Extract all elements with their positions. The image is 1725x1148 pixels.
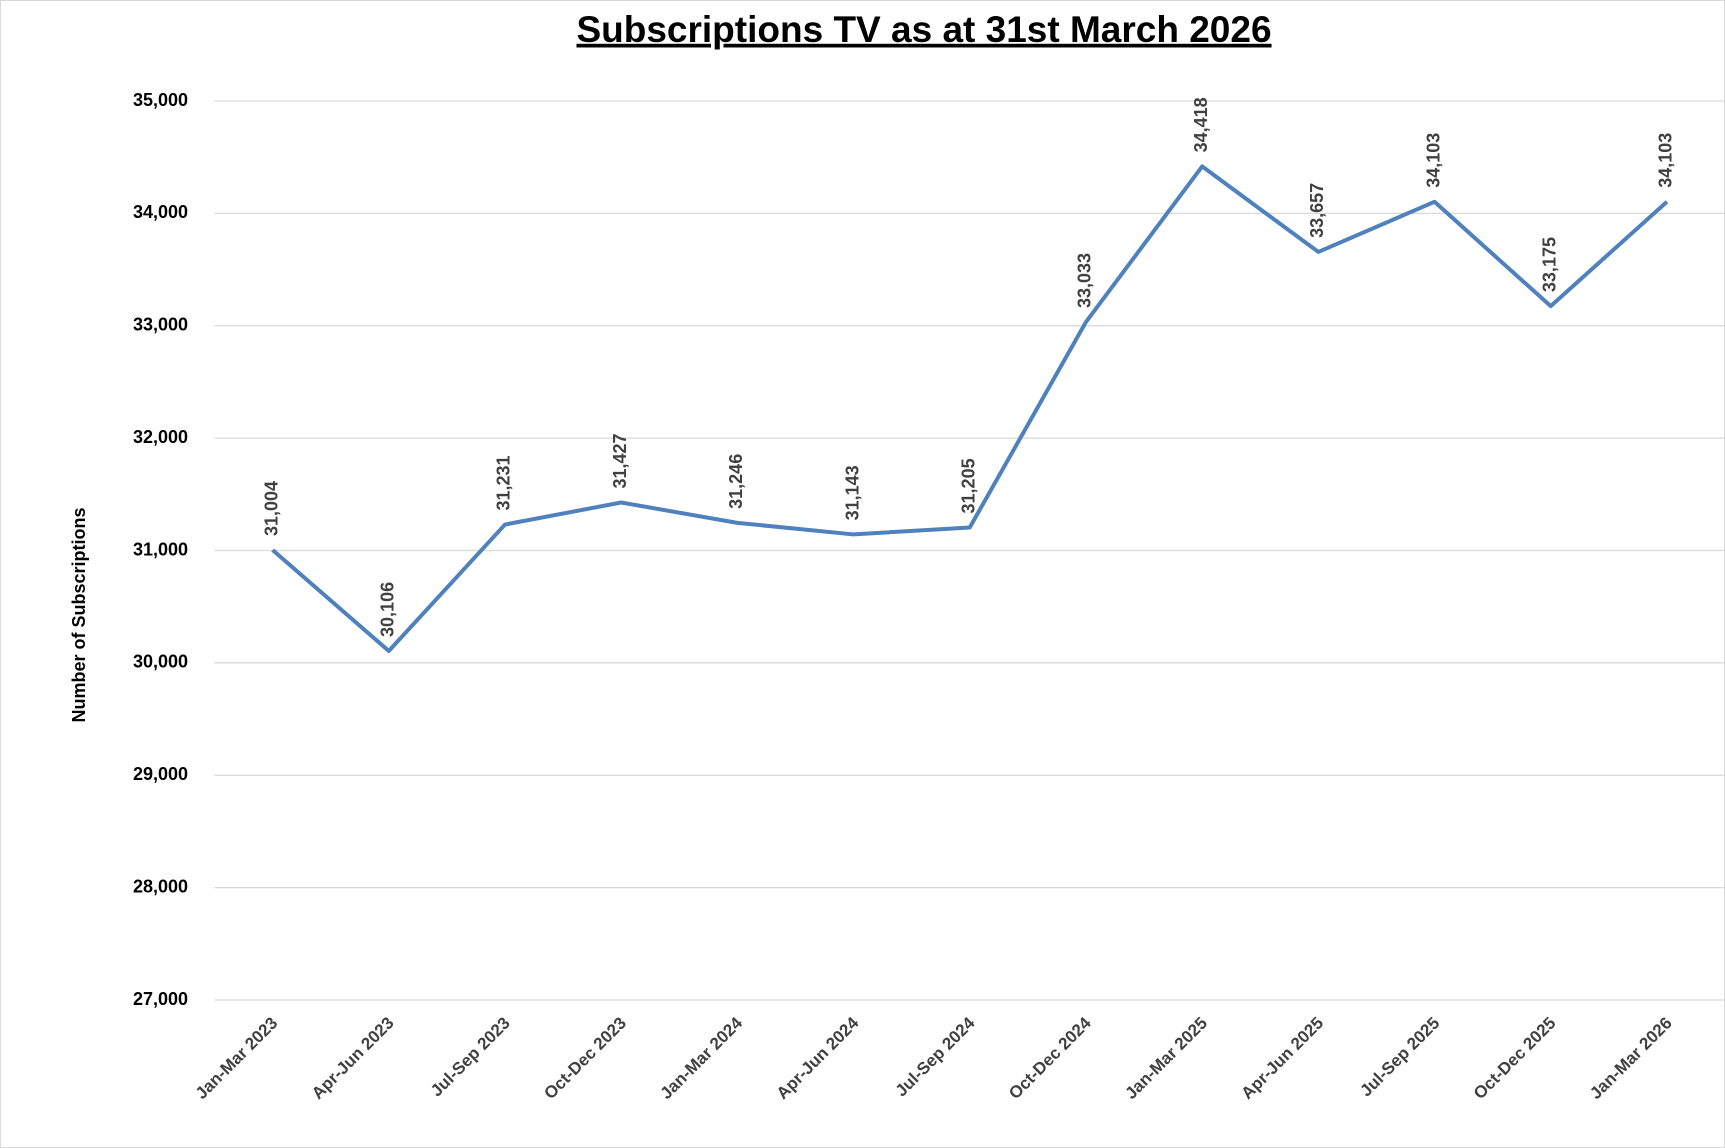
- y-tick-label: 31,000: [133, 539, 188, 559]
- data-label: 31,205: [959, 458, 979, 513]
- data-label: 33,033: [1075, 253, 1095, 308]
- y-axis-title: Number of Subscriptions: [69, 507, 89, 722]
- data-label: 34,103: [1423, 133, 1443, 188]
- data-label: 31,143: [842, 465, 862, 520]
- y-tick-label: 28,000: [133, 876, 188, 896]
- chart-title: Subscriptions TV as at 31st March 2026: [576, 9, 1271, 50]
- y-tick-label: 34,000: [133, 202, 188, 222]
- data-label: 34,418: [1191, 97, 1211, 152]
- data-label: 33,175: [1539, 237, 1559, 292]
- y-tick-label: 35,000: [133, 90, 188, 110]
- y-tick-label: 27,000: [133, 989, 188, 1009]
- data-label: 31,004: [261, 481, 281, 536]
- y-tick-label: 29,000: [133, 764, 188, 784]
- data-label: 31,231: [494, 455, 514, 510]
- data-label: 34,103: [1656, 133, 1676, 188]
- data-label: 33,657: [1307, 183, 1327, 238]
- data-label: 31,246: [726, 454, 746, 509]
- data-label: 30,106: [378, 582, 398, 637]
- data-label: 31,427: [610, 433, 630, 488]
- y-tick-label: 32,000: [133, 427, 188, 447]
- y-tick-label: 33,000: [133, 315, 188, 335]
- y-tick-label: 30,000: [133, 652, 188, 672]
- line-series: [271, 164, 1669, 653]
